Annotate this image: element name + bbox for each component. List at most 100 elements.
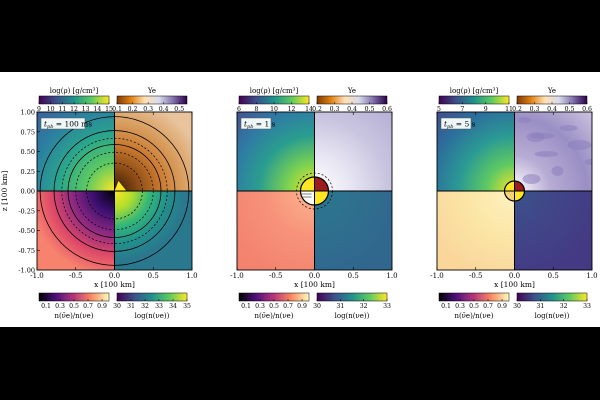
colorbar-electron-fraction-tick-label: 0.6 <box>582 106 592 113</box>
time-label-box <box>240 117 272 130</box>
colorbar-density-tick-label: 9 <box>484 106 488 113</box>
x-tick-label: 0.5 <box>548 272 559 280</box>
core-antineutrino <box>504 191 515 201</box>
y-tick-label: -1.00 <box>18 267 35 275</box>
x-axis-label: x [100 km] <box>294 280 335 289</box>
antineutrino-gradient <box>437 191 515 270</box>
colorbar-neutrino-number-label: log(n(νe)) <box>135 312 170 320</box>
plot-area <box>237 112 392 270</box>
turbulence-blob <box>551 166 564 176</box>
colorbar-density: 6 8 10 12 14 log(ρ) [g/cm³] <box>237 87 313 113</box>
colorbar-neutrino-number: 30 31 32 33 log(n(νe)) <box>513 292 591 320</box>
colorbar-electron-fraction-tick-label: 0.2 <box>512 106 522 113</box>
colorbar-neutrino-number: 30 31 32 33 log(n(νe)) <box>313 292 391 320</box>
colorbar-neutrino-number-tick-label: 31 <box>336 303 344 310</box>
colorbar-antineutrino-ratio-tick-label: 0.9 <box>497 303 507 310</box>
colorbar-antineutrino-ratio-label: n(ν̄e)/n(νe) <box>54 312 93 320</box>
y-tick-label: -0.25 <box>18 207 35 215</box>
colorbar-antineutrino-ratio-tick-label: 0.9 <box>97 303 107 310</box>
colorbar-antineutrino-ratio-tick-label: 0.7 <box>83 303 93 310</box>
x-axis-label: x [100 km] <box>94 280 135 289</box>
x-tick-label: 1.0 <box>586 272 597 280</box>
colorbar-antineutrino-ratio: 0.1 0.3 0.5 0.7 0.9 n(ν̄e)/n(νe) <box>38 292 110 320</box>
colorbar-density-tick-label: 9 <box>37 106 41 113</box>
colorbar-neutrino-number: 30 31 32 33 34 35 log(n(νe)) <box>113 292 191 320</box>
colorbar-antineutrino-ratio-tick-label: 0.1 <box>241 303 251 310</box>
y-tick-label: 0.00 <box>21 188 35 196</box>
colorbar-electron-fraction: 0.1 0.2 0.3 0.4 0.5 Ye <box>112 87 188 113</box>
colorbar-density-tick-label: 6 <box>237 106 241 113</box>
colorbar-neutrino-number-tick-label: 33 <box>583 303 591 310</box>
colorbar-electron-fraction-label: Ye <box>347 87 356 95</box>
time-label: tpb = 5 s <box>440 117 476 130</box>
plot-area <box>37 112 192 270</box>
panel-1: tpb = 100 ms -1.0 -0.5 0.0 0.5 1.0 x [100 km] 1… <box>0 87 198 320</box>
core-density <box>300 177 315 191</box>
colorbar-antineutrino-ratio-tick-label: 0.3 <box>55 303 65 310</box>
colorbar-antineutrino-ratio-label: n(ν̄e)/n(νe) <box>254 312 293 320</box>
x-tick-label: 0.0 <box>309 272 320 280</box>
neutrino-number-gradient <box>114 191 192 270</box>
colorbar-neutrino-number-tick-label: 32 <box>560 303 568 310</box>
colorbar-electron-fraction-tick-label: 0.4 <box>159 106 169 113</box>
x-tick-label: -1.0 <box>30 272 44 280</box>
colorbar-density-tick-label: 13 <box>82 106 90 113</box>
colorbar-neutrino-number-tick-label: 35 <box>183 303 191 310</box>
core-electron-fraction <box>514 181 525 191</box>
colorbar-neutrino-number-tick-label: 32 <box>360 303 368 310</box>
colorbar-neutrino-number-tick-label: 32 <box>141 303 149 310</box>
turbulence-blob <box>522 174 541 184</box>
colorbar-neutrino-number-label: log(n(νe)) <box>535 312 570 320</box>
x-tick-label: -0.5 <box>69 272 83 280</box>
x-tick-label: 0.0 <box>109 272 120 280</box>
colorbar-electron-fraction-tick-label: 0.3 <box>143 106 153 113</box>
time-label-box <box>440 117 472 130</box>
colorbar-density-bar <box>438 95 510 105</box>
antineutrino-gradient <box>237 191 315 270</box>
y-tick-label: 0.75 <box>21 128 35 136</box>
turbulence-blob <box>567 140 592 150</box>
colorbar-density-tick-label: 11 <box>58 106 66 113</box>
colorbar-electron-fraction-tick-label: 0.4 <box>547 106 557 113</box>
colorbar-density-tick-label: 14 <box>93 106 101 113</box>
colorbar-antineutrino-ratio: 0.1 0.3 0.5 0.7 0.9 n(ν̄e)/n(νe) <box>238 292 310 320</box>
colorbar-antineutrino-ratio-tick-label: 0.7 <box>283 303 293 310</box>
colorbar-density: 9 10 11 12 13 14 15 log(ρ) [g/cm³] <box>37 87 113 113</box>
y-tick-label: 1.00 <box>21 109 35 117</box>
colorbar-density-label: log(ρ) [g/cm³] <box>50 87 99 95</box>
colorbar-electron-fraction: 0.2 0.3 0.4 0.5 0.6 Ye <box>512 87 592 113</box>
colorbar-density-tick-label: 10 <box>270 106 278 113</box>
colorbar-antineutrino-ratio-tick-label: 0.7 <box>483 303 493 310</box>
colorbar-electron-fraction-tick-label: 0.6 <box>382 106 392 113</box>
colorbar-antineutrino-ratio-tick-label: 0.5 <box>469 303 479 310</box>
colorbar-electron-fraction-tick-label: 0.2 <box>312 106 322 113</box>
y-tick-label: 0.25 <box>21 168 35 176</box>
colorbar-density-tick-label: 5 <box>437 106 441 113</box>
colorbar-density-tick-label: 7 <box>460 106 464 113</box>
turbulence-blob <box>530 133 555 139</box>
colorbar-antineutrino-ratio-label: n(ν̄e)/n(νe) <box>454 312 493 320</box>
core-density <box>504 181 515 191</box>
colorbar-electron-fraction-bar <box>116 95 188 105</box>
time-label-text: tpb = 100 ms <box>44 120 92 131</box>
colorbar-electron-fraction: 0.2 0.3 0.4 0.5 0.6 Ye <box>312 87 392 113</box>
time-label-text: tpb = 1 s <box>244 120 276 131</box>
colorbar-neutrino-number-tick-label: 33 <box>383 303 391 310</box>
colorbar-neutrino-number-tick-label: 31 <box>536 303 544 310</box>
core-neutrino-number <box>514 191 525 201</box>
colorbar-electron-fraction-tick-label: 0.2 <box>128 106 138 113</box>
colorbar-antineutrino-ratio-tick-label: 0.3 <box>455 303 465 310</box>
antineutrino-gradient <box>37 191 115 270</box>
panel-2: tpb = 1 s -1.0 -0.5 0.0 0.5 1.0 x [100 km] 6 8 10… <box>230 87 397 320</box>
y-tick-label: 0.50 <box>21 148 35 156</box>
core-neutrino-number <box>314 191 329 205</box>
colorbar-electron-fraction-tick-label: 0.3 <box>530 106 540 113</box>
colorbar-density-tick-label: 10 <box>47 106 55 113</box>
colorbar-electron-fraction-tick-label: 0.1 <box>112 106 122 113</box>
core-electron-fraction <box>314 177 329 191</box>
colorbar-neutrino-number-bar <box>516 292 588 302</box>
core-hatch <box>300 193 312 198</box>
electron-fraction-gradient <box>114 112 192 191</box>
colorbar-density-tick-label: 11 <box>505 106 513 113</box>
